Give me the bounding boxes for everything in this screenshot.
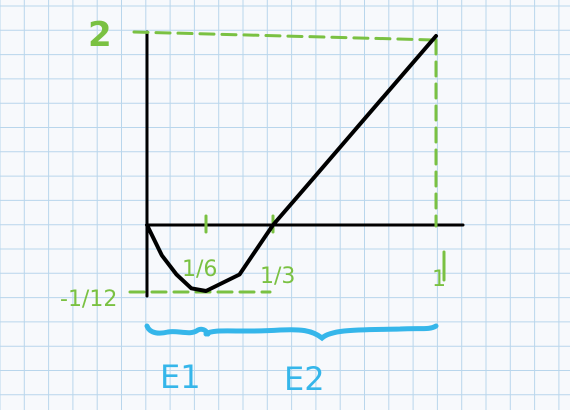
brace-e2 bbox=[203, 323, 439, 342]
label-y-top: 2 bbox=[88, 15, 112, 55]
brace-e1 bbox=[144, 323, 211, 337]
label-x-1: 1 bbox=[432, 267, 446, 292]
function-curve bbox=[145, 34, 438, 293]
label-e1: E1 bbox=[160, 358, 201, 396]
guide-lines bbox=[128, 30, 438, 294]
label-y-bottom: -1/12 bbox=[60, 287, 117, 312]
label-x-1-3: 1/3 bbox=[260, 264, 295, 289]
top-guide-line bbox=[132, 30, 438, 42]
label-x-1-6: 1/6 bbox=[182, 257, 217, 282]
label-e2: E2 bbox=[284, 360, 325, 398]
